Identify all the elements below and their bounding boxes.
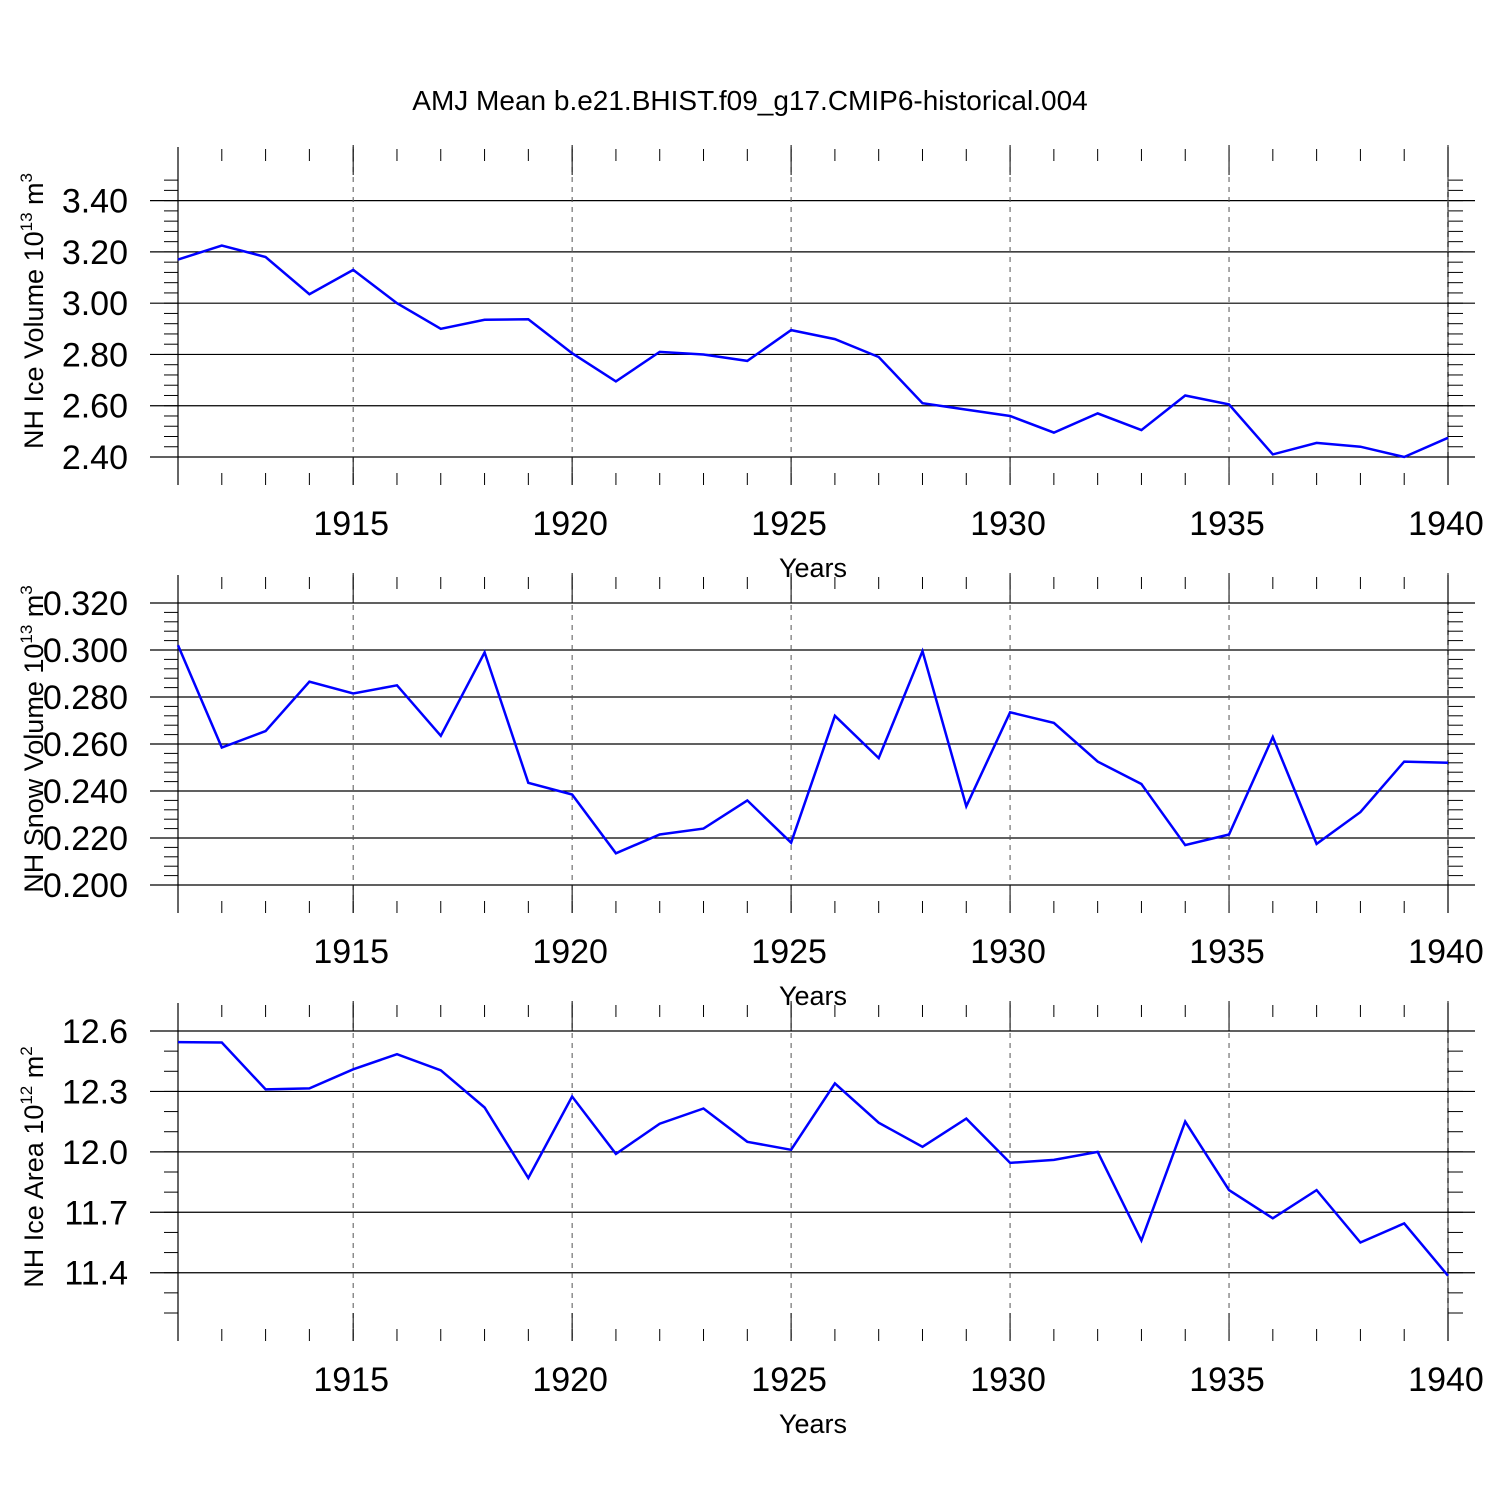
y-tick-label: 12.0: [62, 1134, 128, 1172]
x-tick-label: 1925: [751, 933, 827, 971]
y-axis-label: NH Ice Volume 1013 m3: [17, 173, 49, 449]
y-tick-label: 3.20: [62, 234, 128, 272]
x-tick-label: 1930: [970, 1361, 1046, 1399]
x-tick-label: 1940: [1408, 1361, 1484, 1399]
y-axis-label: NH Ice Area 1012 m2: [17, 1046, 49, 1287]
y-tick-label: 2.80: [62, 336, 128, 374]
chart-panel-2: 0.200 0.220 0.240 0.260 0.280 0.300 0.320 1915 1…: [17, 573, 1484, 1011]
chart-panel-3: 11.4 11.7 12.0 12.3 12.6 1915 1920 1925 1930 1935…: [17, 1001, 1484, 1439]
y-tick-label: 0.200: [43, 867, 128, 905]
y-tick-label: 3.00: [62, 285, 128, 323]
x-tick-label: 1915: [313, 505, 389, 543]
series-line: [176, 644, 1449, 855]
x-tick-label: 1920: [532, 1361, 608, 1399]
y-tick-label: 0.280: [43, 679, 128, 717]
chart-panel-1: 2.40 2.60 2.80 3.00 3.20 3.40 1915 1920 1925 1930…: [17, 145, 1484, 583]
y-tick-label: 0.260: [43, 726, 128, 764]
y-tick-label: 12.3: [62, 1073, 128, 1111]
x-tick-label: 1925: [751, 505, 827, 543]
x-tick-label: 1920: [532, 933, 608, 971]
y-tick-label: 0.300: [43, 632, 128, 670]
x-tick-label: 1925: [751, 1361, 827, 1399]
y-tick-label: 0.220: [43, 820, 128, 858]
y-tick-label: 11.7: [64, 1194, 128, 1232]
y-tick-label: 3.40: [62, 183, 128, 221]
x-tick-label: 1915: [313, 933, 389, 971]
x-tick-label: 1935: [1189, 933, 1265, 971]
y-tick-label: 2.60: [62, 388, 128, 426]
x-axis-label: Years: [779, 1409, 847, 1439]
x-tick-label: 1930: [970, 505, 1046, 543]
y-tick-label: 12.6: [62, 1013, 128, 1051]
x-tick-label: 1940: [1408, 933, 1484, 971]
x-axis-label: Years: [779, 553, 847, 583]
x-tick-label: 1930: [970, 933, 1046, 971]
series-line: [177, 1040, 1449, 1277]
x-tick-label: 1935: [1189, 1361, 1265, 1399]
x-tick-label: 1920: [532, 505, 608, 543]
figure-title: AMJ Mean b.e21.BHIST.f09_g17.CMIP6-histo…: [412, 85, 1087, 116]
x-tick-label: 1935: [1189, 505, 1265, 543]
y-tick-label: 0.240: [43, 773, 128, 811]
series-line: [177, 244, 1449, 459]
x-tick-label: 1940: [1408, 505, 1484, 543]
y-axis-label: NH Snow Volume 1013 m3: [17, 585, 49, 893]
y-tick-label: 0.320: [43, 585, 128, 623]
panels-container: 2.40 2.60 2.80 3.00 3.20 3.40 1915 1920 1925 1930…: [17, 145, 1484, 1439]
y-tick-label: 2.40: [62, 439, 128, 477]
x-tick-label: 1915: [313, 1361, 389, 1399]
y-tick-label: 11.4: [64, 1255, 128, 1293]
x-axis-label: Years: [779, 981, 847, 1011]
